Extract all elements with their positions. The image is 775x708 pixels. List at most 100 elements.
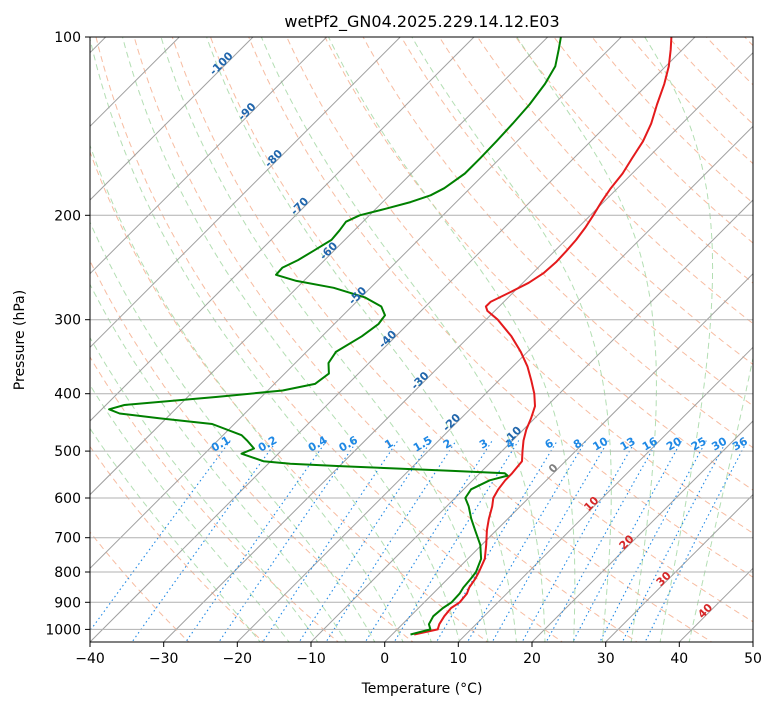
isotherm	[531, 420, 753, 642]
isotherm-labels: -100-90-80-70-60-50-40-30-20-10010203040…	[207, 49, 750, 621]
mixing-ratio-line	[599, 440, 707, 642]
mixing-ratio-line	[644, 440, 748, 642]
isotherm	[457, 346, 753, 642]
isotherm-label: -40	[376, 327, 399, 350]
isotherm	[604, 493, 753, 642]
isotherm	[90, 37, 696, 642]
x-tick-label: 40	[670, 651, 688, 667]
x-tick-label: −30	[149, 651, 179, 667]
dry-adiabat	[171, 37, 713, 642]
x-tick-label: 20	[523, 651, 541, 667]
isotherm-label: -20	[440, 411, 463, 434]
mixing-ratio-line	[298, 440, 432, 642]
mixing-ratio-label: 2	[441, 437, 454, 452]
dry-adiabat	[248, 37, 753, 578]
dry-adiabat	[90, 445, 265, 642]
dry-adiabat	[705, 37, 753, 86]
isotherm	[90, 37, 402, 349]
moist-adiabat	[122, 37, 461, 642]
isotherm-label: -80	[262, 147, 285, 170]
x-tick-label: 10	[449, 651, 467, 667]
y-axis: 100 200 300 400 500 600 700 800 900 1000	[45, 30, 90, 638]
dry-adiabat	[90, 150, 489, 642]
isotherm-label: -70	[288, 194, 311, 217]
isotherm	[752, 641, 753, 642]
dry-adiabat	[438, 37, 753, 365]
isotherm	[678, 567, 753, 642]
y-tick-label: 1000	[45, 622, 81, 638]
x-tick-label: 50	[744, 651, 762, 667]
dry-adiabat	[400, 37, 753, 407]
dry-adiabat	[286, 37, 753, 534]
chart-title: wetPf2_GN04.2025.229.14.12.E03	[284, 12, 559, 32]
dewpoint-profile-line	[108, 37, 562, 636]
isotherm-label: -30	[408, 369, 431, 392]
isotherm-label: -60	[317, 239, 340, 262]
y-tick-label: 200	[54, 208, 81, 224]
mixing-ratio-line	[621, 440, 728, 642]
dry-adiabat	[629, 37, 753, 165]
isotherm	[90, 37, 254, 201]
isotherm-label: 20	[617, 532, 637, 552]
series-layer	[108, 37, 673, 636]
moist-adiabat	[688, 355, 753, 642]
isotherm	[90, 37, 623, 570]
y-tick-label: 900	[54, 595, 81, 611]
mixing-ratio-line	[90, 440, 231, 632]
isotherm-label: 10	[581, 494, 601, 514]
mixing-ratio-line	[545, 440, 659, 642]
dry-adiabat	[209, 37, 753, 623]
y-axis-label: Pressure (hPa)	[12, 290, 28, 390]
y-tick-label: 500	[54, 444, 81, 460]
moist-adiabat	[90, 384, 290, 642]
y-tick-label: 300	[54, 313, 81, 329]
mixing-ratio-line	[521, 440, 637, 642]
temperature-profile-line	[413, 37, 673, 636]
moist-adiabat	[516, 37, 657, 642]
mixing-ratio-line	[491, 440, 609, 642]
mixing-ratio-line	[218, 440, 358, 642]
moist-adiabat	[260, 37, 546, 642]
x-tick-label: −10	[296, 651, 326, 667]
y-tick-label: 700	[54, 531, 81, 547]
isotherm	[162, 51, 753, 642]
isotherm	[236, 125, 753, 642]
plot-frame	[89, 36, 754, 643]
isotherm-label: 40	[695, 601, 715, 621]
mixing-ratio-label: 3	[477, 437, 490, 452]
x-axis-label: Temperature (°C)	[361, 681, 483, 697]
mixing-ratio-line	[262, 440, 399, 642]
isotherm	[90, 37, 475, 422]
mixing-ratio-line	[185, 440, 328, 642]
isotherm	[90, 37, 328, 275]
dry-adiabat	[362, 37, 753, 449]
mixing-ratio-line	[131, 440, 278, 642]
x-tick-label: 30	[597, 651, 615, 667]
isotherm-label: -50	[346, 284, 369, 307]
mixing-ratio-line	[466, 440, 587, 642]
x-tick-label: 0	[380, 651, 389, 667]
x-tick-label: −20	[223, 651, 253, 667]
mixing-ratio-line	[364, 440, 493, 642]
isotherm	[90, 37, 181, 128]
mixing-ratio-label: 6	[543, 436, 556, 451]
y-tick-label: 100	[54, 30, 81, 46]
isotherm	[90, 37, 549, 496]
dry-adiabat	[90, 259, 414, 642]
isotherm-label: -100	[207, 49, 236, 78]
pressure-gridlines	[90, 36, 753, 630]
moist-adiabat	[90, 144, 404, 642]
isotherm	[310, 199, 753, 642]
x-axis: −40 −30 −20 −10 0 10 20 30 40 50	[75, 642, 762, 667]
y-tick-label: 800	[54, 565, 81, 581]
y-tick-label: 600	[54, 491, 81, 507]
moist-adiabat	[328, 37, 576, 642]
moist-adiabat	[160, 37, 489, 642]
y-tick-label: 400	[54, 387, 81, 403]
x-tick-label: −40	[75, 651, 105, 667]
dry-adiabat	[324, 37, 753, 491]
dry-adiabat	[515, 37, 753, 284]
moist-adiabat	[90, 283, 347, 642]
moist-adiabat	[90, 427, 261, 642]
